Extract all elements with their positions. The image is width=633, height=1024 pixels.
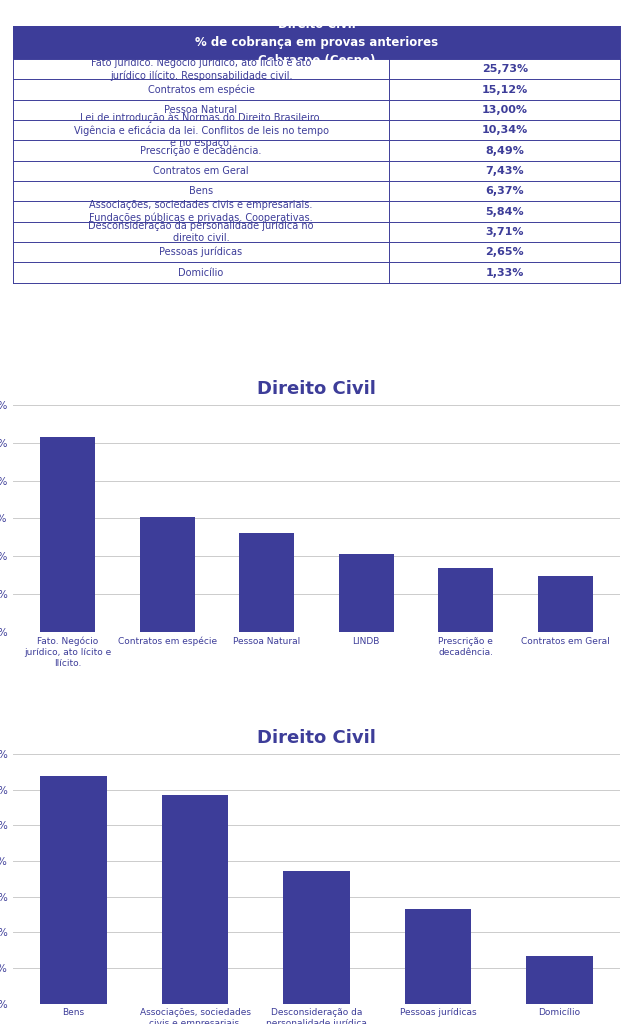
Text: Associações, sociedades civis e empresariais.
Fundações públicas e privadas. Coo: Associações, sociedades civis e empresar… — [89, 200, 313, 223]
Bar — [140, 517, 194, 632]
Text: 25,73%: 25,73% — [482, 65, 528, 74]
Bar — [239, 534, 294, 632]
Text: Contratos em Geral: Contratos em Geral — [153, 166, 249, 176]
Text: Domicílio: Domicílio — [179, 267, 223, 278]
Text: 5,84%: 5,84% — [486, 207, 524, 216]
Text: 6,37%: 6,37% — [486, 186, 524, 197]
Text: Contratos em espécie: Contratos em espécie — [147, 84, 254, 95]
Text: 8,49%: 8,49% — [486, 145, 524, 156]
Text: 2,65%: 2,65% — [486, 247, 524, 257]
Text: Lei de introdução às Normas do Direito Brasileiro.
Vigência e eficácia da lei. C: Lei de introdução às Normas do Direito B… — [73, 113, 329, 148]
Text: Pessoa Natural: Pessoa Natural — [165, 104, 237, 115]
Text: 15,12%: 15,12% — [482, 85, 528, 94]
Text: 1,33%: 1,33% — [486, 267, 524, 278]
Text: Prescrição e decadência.: Prescrição e decadência. — [141, 145, 261, 156]
Text: 10,34%: 10,34% — [482, 125, 528, 135]
Bar — [439, 567, 493, 632]
Title: Direito Civil: Direito Civil — [257, 380, 376, 397]
Bar — [41, 776, 107, 1004]
Bar — [404, 909, 472, 1004]
Bar — [283, 871, 350, 1004]
Text: Fato jurídico. Negócio jurídico, ato lícito e ato
jurídico ilícito. Responsabili: Fato jurídico. Negócio jurídico, ato líc… — [91, 57, 311, 81]
Bar — [339, 554, 394, 632]
Text: 13,00%: 13,00% — [482, 104, 528, 115]
Text: Direito Civil
% de cobrança em provas anteriores
Cebraspe (Cespe): Direito Civil % de cobrança em provas an… — [195, 17, 438, 67]
Bar — [161, 796, 229, 1004]
Text: 7,43%: 7,43% — [486, 166, 524, 176]
Bar — [13, 26, 620, 59]
Text: Bens: Bens — [189, 186, 213, 197]
Title: Direito Civil: Direito Civil — [257, 729, 376, 746]
Text: 3,71%: 3,71% — [486, 227, 524, 237]
Text: Pessoas jurídicas: Pessoas jurídicas — [160, 247, 242, 257]
Bar — [41, 437, 95, 632]
Bar — [538, 575, 592, 632]
Text: Desconsideração da personalidade jurídica no
direito civil.: Desconsideração da personalidade jurídic… — [88, 220, 314, 244]
Bar — [526, 956, 592, 1004]
